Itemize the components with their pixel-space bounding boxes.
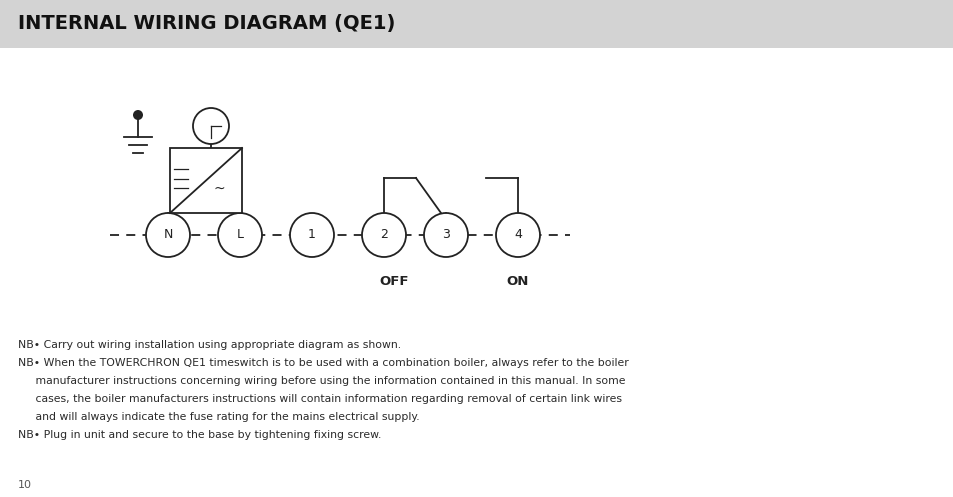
Text: ~: ~: [213, 181, 225, 195]
Text: 1: 1: [308, 229, 315, 242]
Circle shape: [361, 213, 406, 257]
Circle shape: [132, 110, 143, 120]
Text: 4: 4: [514, 229, 521, 242]
Text: cases, the boiler manufacturers instructions will contain information regarding : cases, the boiler manufacturers instruct…: [18, 394, 621, 404]
Bar: [170, 148, 242, 213]
Text: ON: ON: [506, 275, 529, 288]
Text: OFF: OFF: [379, 275, 408, 288]
Text: INTERNAL WIRING DIAGRAM (QE1): INTERNAL WIRING DIAGRAM (QE1): [18, 14, 395, 33]
Circle shape: [193, 108, 229, 144]
Circle shape: [218, 213, 262, 257]
Text: manufacturer instructions concerning wiring before using the information contain: manufacturer instructions concerning wir…: [18, 376, 625, 386]
Text: and will always indicate the fuse rating for the mains electrical supply.: and will always indicate the fuse rating…: [18, 412, 419, 422]
Text: NB• When the TOWERCHRON QE1 timeswitch is to be used with a combination boiler, : NB• When the TOWERCHRON QE1 timeswitch i…: [18, 358, 628, 368]
Text: L: L: [236, 229, 243, 242]
Circle shape: [496, 213, 539, 257]
Text: NB• Carry out wiring installation using appropriate diagram as shown.: NB• Carry out wiring installation using …: [18, 340, 400, 350]
Circle shape: [290, 213, 334, 257]
Text: 2: 2: [379, 229, 388, 242]
Text: N: N: [163, 229, 172, 242]
Circle shape: [423, 213, 468, 257]
Text: NB• Plug in unit and secure to the base by tightening fixing screw.: NB• Plug in unit and secure to the base …: [18, 430, 381, 440]
Text: 10: 10: [18, 480, 32, 490]
Bar: [0, 0, 953, 48]
Circle shape: [146, 213, 190, 257]
Text: 3: 3: [441, 229, 450, 242]
